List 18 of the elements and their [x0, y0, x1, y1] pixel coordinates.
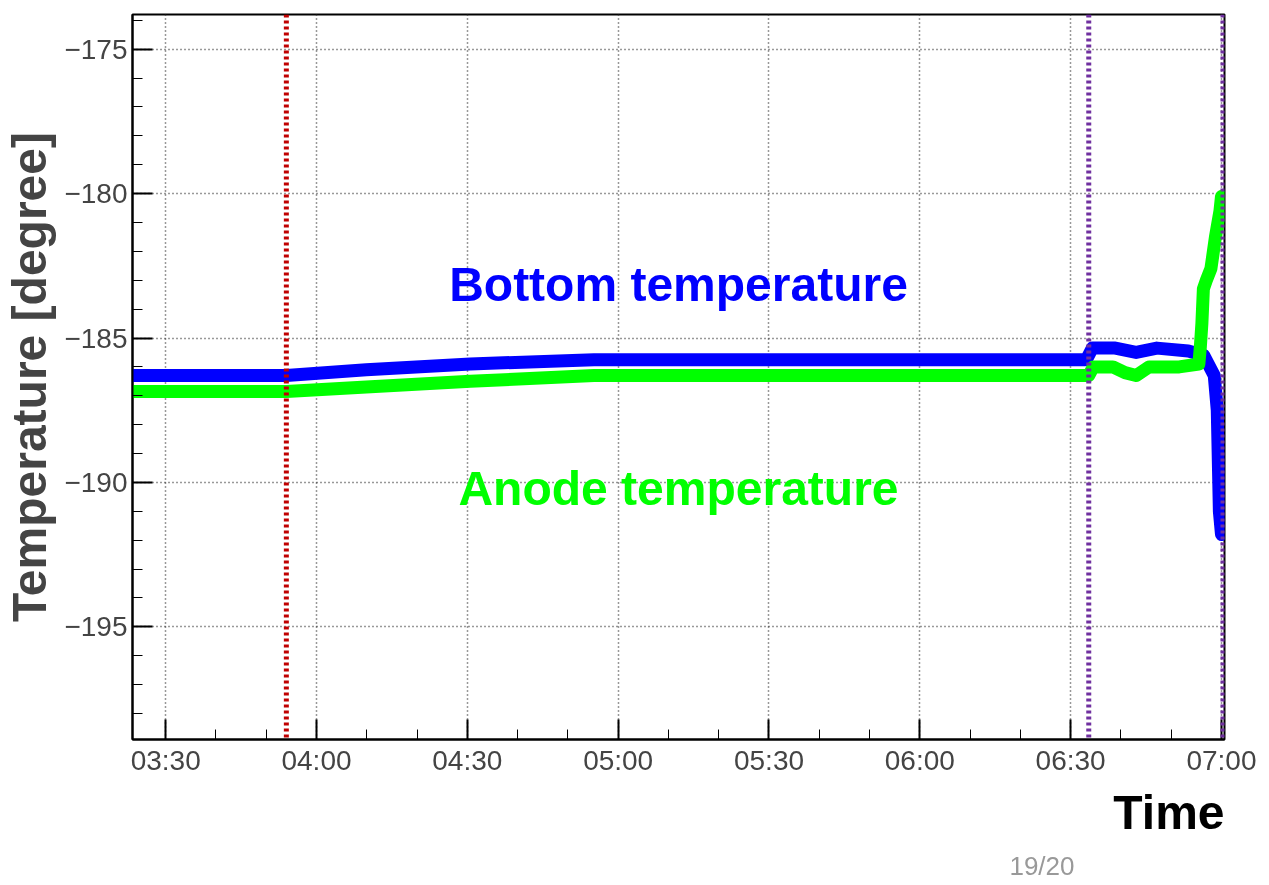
y-tick-label: −190 [64, 466, 128, 498]
y-tick-label: −185 [64, 322, 128, 354]
x-tick-label: 03:30 [130, 744, 201, 776]
x-tick-label: 04:00 [281, 744, 352, 776]
x-tick-label: 07:00 [1186, 744, 1257, 776]
y-tick-label: −180 [64, 178, 128, 210]
series-label: Anode temperature [458, 461, 899, 515]
series-label: Bottom temperature [449, 258, 908, 312]
x-tick-label: 06:30 [1035, 744, 1106, 776]
x-axis-title: Time [1113, 785, 1225, 839]
text: 19/20 [1009, 850, 1075, 881]
x-tick-label: 05:30 [733, 744, 805, 776]
y-tick-label: −195 [64, 611, 128, 643]
x-tick-label: 06:00 [884, 744, 955, 776]
x-tick-label: 04:30 [432, 744, 503, 776]
y-axis-title: Temperature [degree] [3, 132, 57, 622]
y-tick-label: −175 [64, 33, 128, 65]
x-tick-label: 05:00 [583, 744, 654, 776]
